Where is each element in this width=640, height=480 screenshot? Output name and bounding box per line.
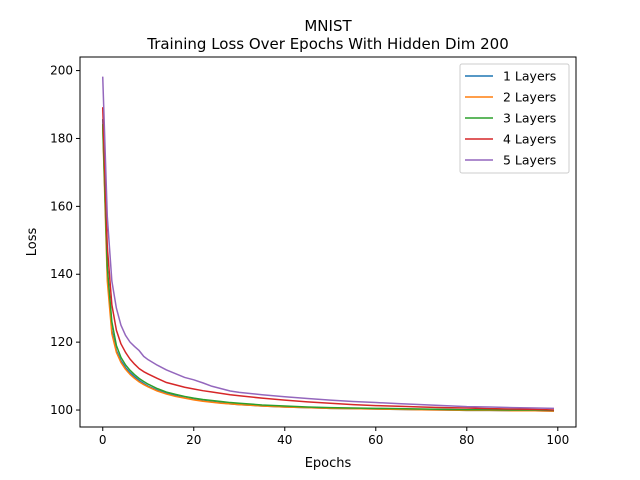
y-tick-label: 180: [50, 131, 73, 145]
legend-label-5: 5 Layers: [503, 153, 556, 168]
legend-label-4: 4 Layers: [503, 132, 556, 147]
series-line-5: [101, 76, 555, 410]
series-line-4: [101, 107, 555, 411]
y-tick-label: 100: [50, 403, 73, 417]
x-tick-label: 60: [368, 433, 383, 447]
x-tick-label: 80: [459, 433, 474, 447]
x-axis-label: Epochs: [305, 456, 352, 471]
y-tick-label: 120: [50, 335, 73, 349]
chart-subtitle: Training Loss Over Epochs With Hidden Di…: [146, 35, 509, 53]
legend-label-2: 2 Layers: [503, 90, 556, 105]
x-tick-label: 100: [546, 433, 569, 447]
y-axis-ticks: 100 120 140 160 180 200: [50, 64, 80, 417]
legend-label-1: 1 Layers: [503, 69, 556, 84]
y-axis-label: Loss: [25, 228, 40, 257]
legend: 1 Layers 2 Layers 3 Layers 4 Layers 5 Layers: [459, 63, 570, 174]
y-tick-label: 200: [50, 64, 73, 78]
x-tick-label: 40: [277, 433, 292, 447]
plot-frame: [79, 56, 577, 428]
legend-box: [459, 63, 570, 174]
chart-title: MNIST: [304, 17, 352, 35]
x-tick-label: 20: [186, 433, 201, 447]
series-layer: [101, 76, 555, 412]
y-tick-label: 160: [50, 199, 73, 213]
y-tick-label: 140: [50, 267, 73, 281]
x-tick-label: 0: [99, 433, 107, 447]
series-line-3: [101, 124, 555, 412]
legend-label-3: 3 Layers: [503, 111, 556, 126]
x-axis-ticks: 0 20 40 60 80 100: [99, 427, 569, 447]
